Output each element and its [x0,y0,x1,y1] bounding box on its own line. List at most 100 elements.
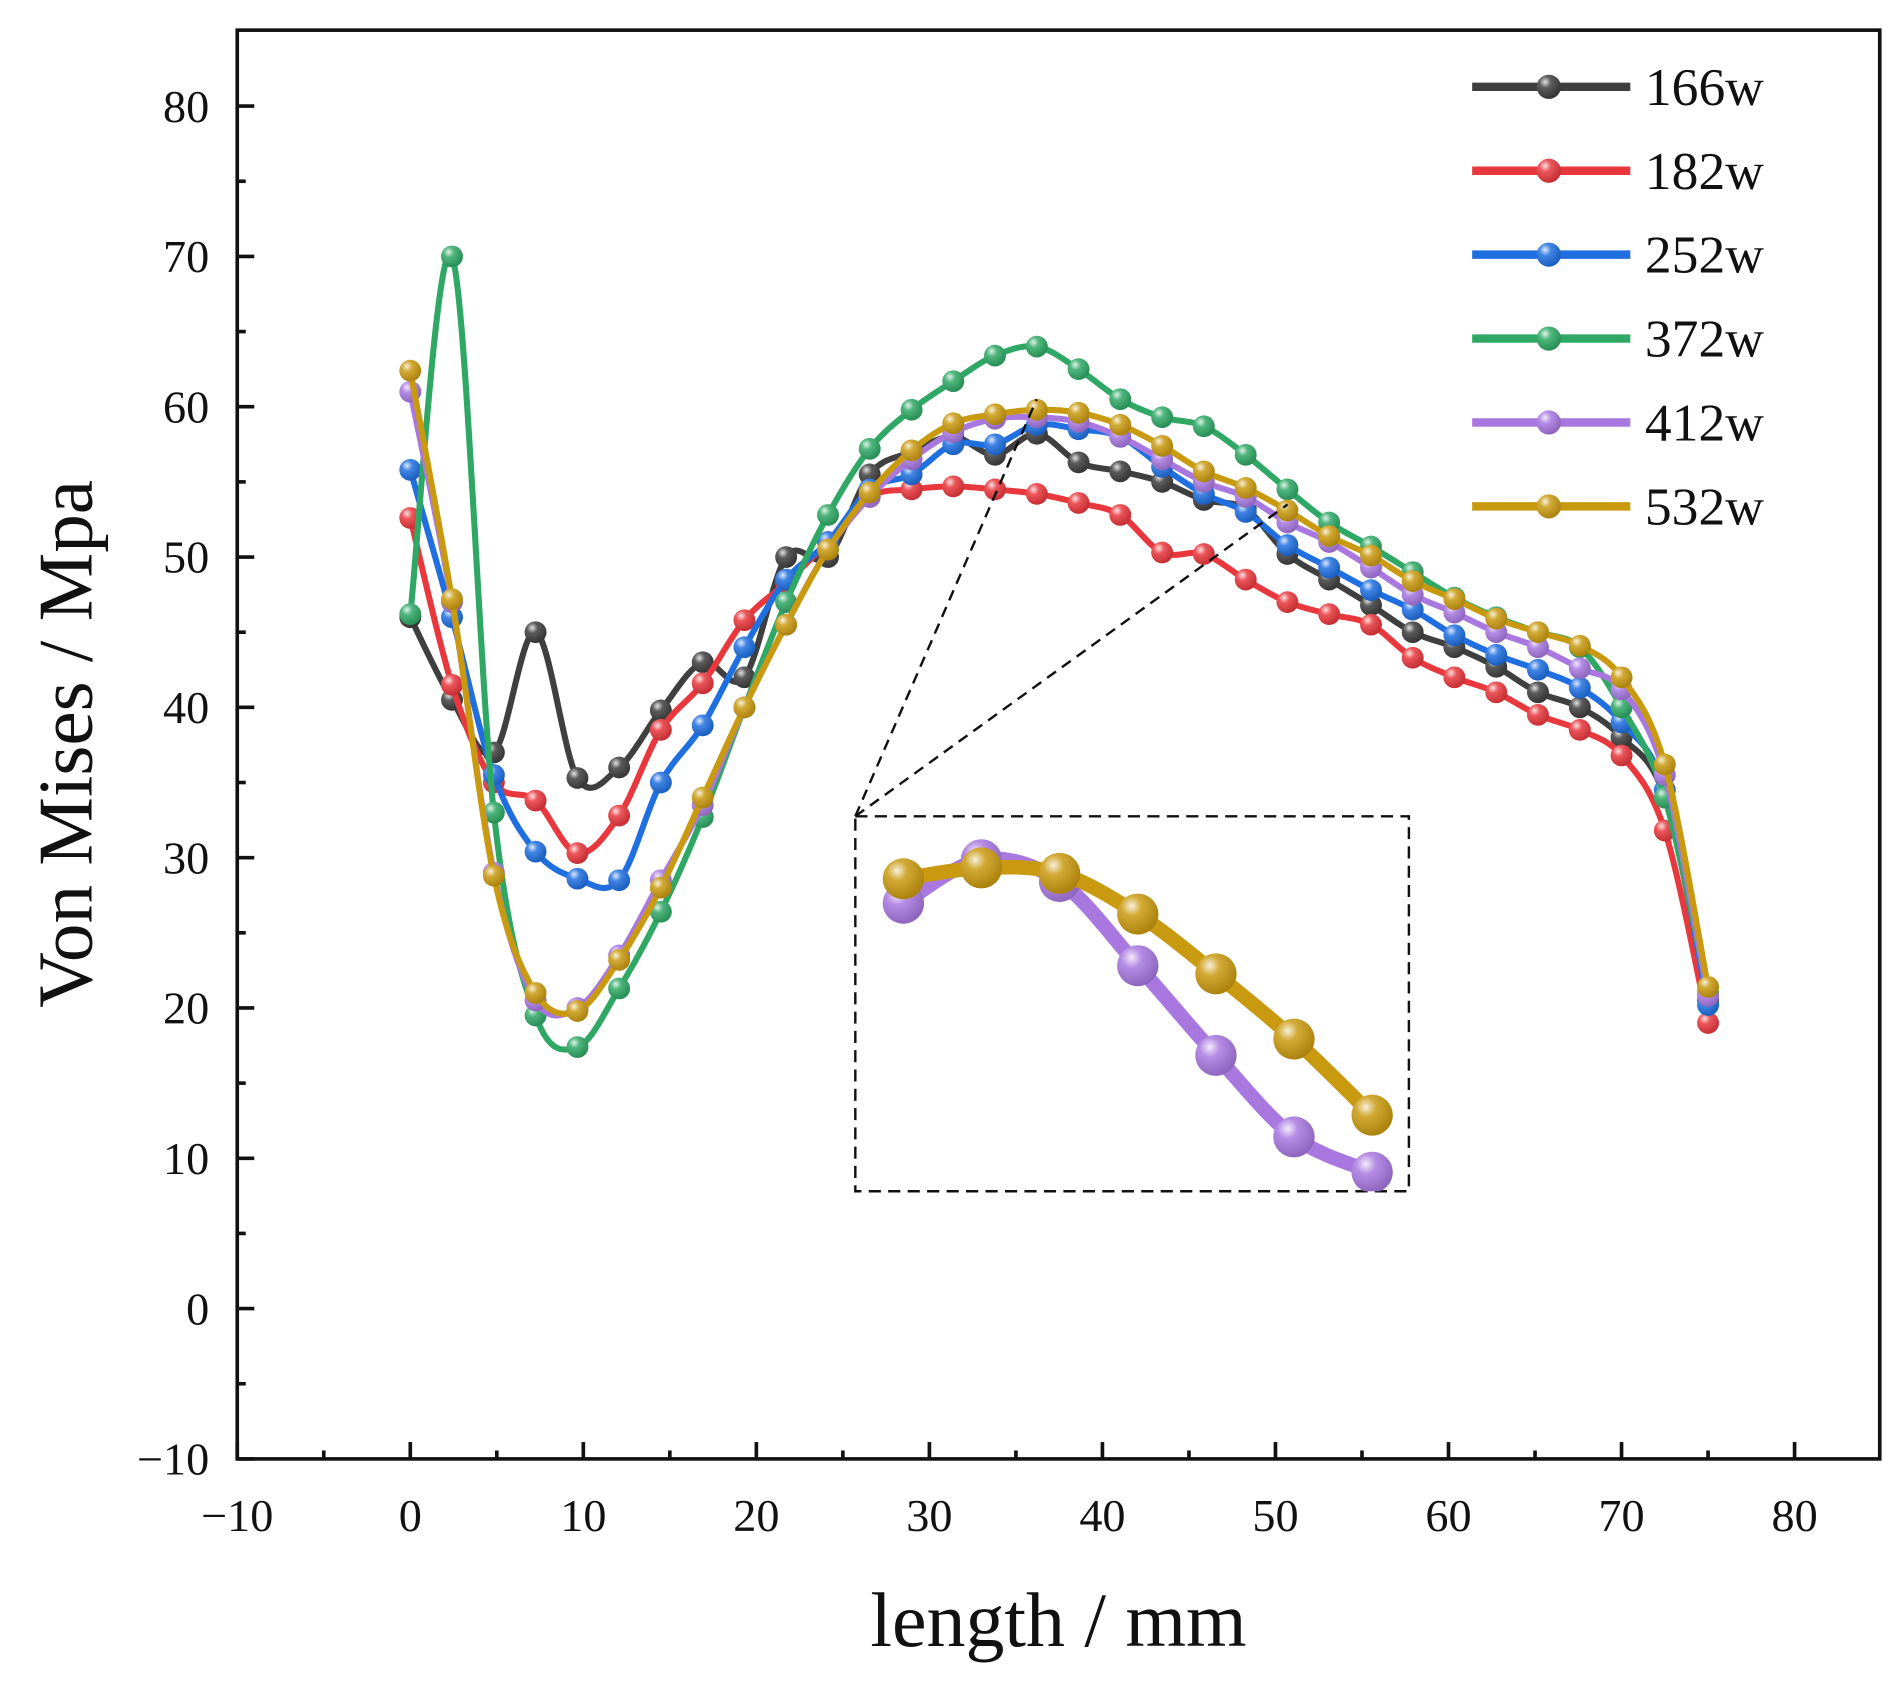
data-point-highlight [649,900,672,923]
data-point-highlight [1351,1151,1393,1192]
data-point-highlight [1401,621,1424,644]
series-412w [882,839,1393,1192]
legend-item-166w: 166w [1472,58,1764,117]
data-point-highlight [1109,460,1132,483]
data-point-highlight [524,621,547,644]
x-tick-label: 10 [560,1490,606,1541]
series-166w [399,422,1720,1012]
data-point-highlight [900,463,923,486]
legend-label: 412w [1645,394,1764,453]
data-point-highlight [1527,636,1549,659]
data-point-highlight [1527,658,1549,681]
data-point-highlight [649,771,672,794]
y-tick-label: 70 [163,231,209,282]
data-point-highlight [1401,570,1424,592]
data-point-highlight [942,370,965,393]
x-tick-label: 20 [733,1490,779,1541]
legend-item-412w: 412w [1472,394,1764,453]
y-tick-label: 30 [163,833,209,884]
legend-label: 182w [1645,142,1764,201]
data-point-highlight [1151,471,1174,493]
legend-marker-highlight [1536,158,1561,183]
data-point-highlight [1025,398,1048,421]
legend-item-182w: 182w [1472,142,1764,201]
data-point-highlight [649,876,672,899]
data-point-highlight [1195,1034,1237,1076]
data-point-highlight [566,1000,589,1022]
legend-label: 372w [1645,310,1764,369]
data-point-highlight [1234,477,1257,499]
series-line [407,430,1712,1002]
series-412w [399,380,1720,1019]
y-tick-label: 40 [163,682,209,733]
data-point-highlight [882,858,925,900]
legend-item-372w: 372w [1472,310,1764,369]
x-tick-label: 50 [1252,1490,1298,1541]
x-tick-label: 40 [1079,1490,1125,1541]
data-point-highlight [1273,1116,1315,1158]
series-line [407,483,1712,1024]
data-point-highlight [608,977,631,1000]
data-point-highlight [691,786,714,809]
data-point-highlight [649,719,672,741]
data-point-highlight [733,666,756,689]
y-tick-label: −10 [137,1434,209,1485]
series-532w [882,847,1393,1136]
data-point-highlight [1610,744,1633,767]
legend-label: 166w [1645,58,1764,117]
data-point-highlight [900,439,923,462]
data-point-highlight [608,949,631,971]
data-point-highlight [733,696,756,719]
data-point-highlight [1485,643,1508,666]
data-point-highlight [1568,676,1591,699]
data-point-highlight [1697,1012,1720,1034]
data-point-highlight [1276,591,1299,613]
data-point-highlight [1067,358,1090,381]
data-point-highlight [817,504,839,526]
x-tick-label: 30 [906,1490,952,1541]
data-point-highlight [984,433,1006,456]
data-point-highlight [1151,541,1174,564]
data-point-highlight [1360,544,1382,567]
data-point-highlight [608,869,631,892]
data-point-highlight [524,982,547,1004]
data-point-highlight [1568,719,1591,741]
data-point-highlight [1568,696,1591,719]
y-axis-title: Von Mises / Mpa [22,480,108,1008]
data-point-highlight [1351,1094,1393,1136]
y-tick-label: 20 [163,983,209,1034]
data-point-highlight [1038,852,1081,894]
legend-marker-highlight [1536,242,1561,267]
y-tick-label: 50 [163,532,209,583]
data-point-highlight [1192,543,1215,565]
data-point-highlight [566,767,589,789]
data-point-highlight [733,609,756,632]
data-point-highlight [1360,579,1382,601]
data-point-highlight [399,603,422,626]
data-point-highlight [1568,634,1591,657]
data-point-highlight [1401,598,1424,621]
inset-box [854,815,1411,1193]
data-point-highlight [1401,646,1424,669]
data-point-highlight [1117,893,1159,935]
data-point-highlight [900,398,923,421]
x-tick-label: 0 [399,1490,422,1541]
data-point-highlight [1527,681,1549,704]
data-point-highlight [649,699,672,722]
data-point-highlight [1117,945,1159,987]
data-point-highlight [1192,460,1215,483]
data-point-highlight [1234,501,1257,523]
y-tick-label: 0 [186,1283,209,1334]
inset-plot [882,839,1393,1192]
data-point-highlight [441,588,463,610]
plot-frame [235,28,1882,1461]
data-point-highlight [524,789,547,812]
data-point-highlight [1443,588,1466,610]
data-point-highlight [608,756,631,779]
data-point-highlight [441,673,463,696]
data-point-highlight [1527,621,1549,644]
x-tick-label: −10 [201,1490,273,1541]
data-point-highlight [566,867,589,890]
data-point-highlight [1653,753,1676,776]
legend-item-532w: 532w [1472,478,1764,536]
